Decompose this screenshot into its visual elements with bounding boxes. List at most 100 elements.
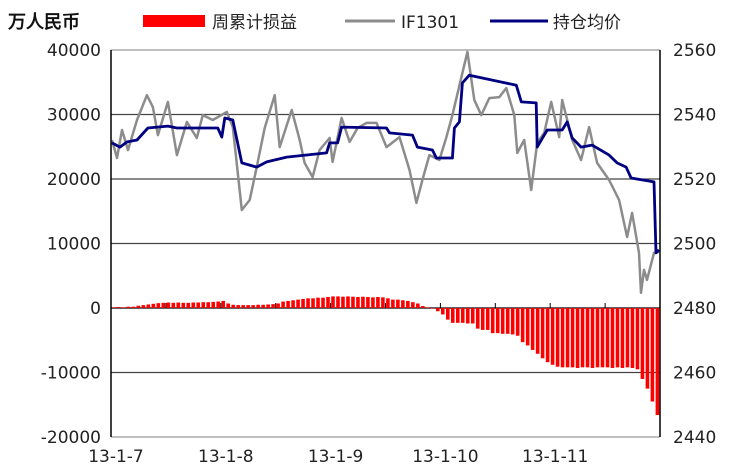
bar xyxy=(436,308,440,312)
bar xyxy=(341,296,345,308)
bar xyxy=(515,308,520,336)
bar xyxy=(356,297,360,308)
x-tick-label: 13-1-7 xyxy=(88,447,144,467)
bar xyxy=(625,308,630,368)
bar xyxy=(366,297,370,308)
unit-label: 万人民币 xyxy=(7,12,80,33)
bar xyxy=(186,302,191,308)
bar xyxy=(386,298,390,308)
bar xyxy=(266,304,270,308)
bar xyxy=(226,303,230,308)
bar xyxy=(156,303,161,308)
bar xyxy=(271,304,275,308)
bar xyxy=(361,296,365,308)
x-tick-label: 13-1-8 xyxy=(198,447,254,467)
bar xyxy=(141,305,146,308)
avg-price-line xyxy=(111,73,660,255)
y-right-tick-label: 2560 xyxy=(673,41,716,61)
bar xyxy=(470,308,475,324)
bar xyxy=(645,308,650,389)
bar xyxy=(336,296,340,308)
bar xyxy=(570,308,575,368)
bar xyxy=(371,297,375,308)
bar xyxy=(445,308,450,320)
bar xyxy=(261,304,265,308)
x-tick-label: 13-1-11 xyxy=(522,447,588,467)
bar xyxy=(640,308,645,379)
bar xyxy=(480,308,485,330)
bar xyxy=(550,308,555,365)
bar xyxy=(416,303,420,308)
bar xyxy=(406,300,410,308)
bar xyxy=(630,308,635,368)
bar xyxy=(510,308,515,335)
bar xyxy=(136,305,141,308)
legend-label-if1301: IF1301 xyxy=(401,13,459,33)
bar xyxy=(575,308,580,368)
bar xyxy=(635,308,640,370)
bar xyxy=(116,307,121,308)
bar xyxy=(545,308,550,363)
bar xyxy=(311,298,315,308)
bar xyxy=(490,308,495,334)
bar xyxy=(296,299,300,308)
y-right-tick-label: 2440 xyxy=(673,428,716,448)
bar xyxy=(121,307,126,308)
bar xyxy=(241,305,245,308)
bar xyxy=(316,297,320,308)
bar xyxy=(251,305,255,308)
bar xyxy=(191,302,196,308)
bar xyxy=(286,300,290,308)
bar xyxy=(441,308,445,315)
bar xyxy=(351,296,355,308)
bar xyxy=(455,308,460,323)
legend: 周累计损益 IF1301 持仓均价 xyxy=(143,13,621,33)
bar xyxy=(391,299,395,308)
bar xyxy=(346,296,350,308)
bar xyxy=(460,308,465,323)
bar xyxy=(151,303,156,308)
bar xyxy=(600,308,605,368)
bar xyxy=(560,308,565,368)
y-left-tick-label: 10000 xyxy=(47,235,101,255)
y-right-tick-label: 2500 xyxy=(673,235,716,255)
bar xyxy=(206,302,211,308)
y-left-tick-label: -20000 xyxy=(41,428,101,448)
legend-label-bars: 周累计损益 xyxy=(212,13,297,33)
bar xyxy=(530,308,535,350)
bar xyxy=(376,297,380,308)
bar xyxy=(585,308,590,368)
bar xyxy=(605,308,610,368)
bar xyxy=(450,308,455,323)
bar xyxy=(321,297,325,308)
bar xyxy=(615,308,620,368)
bar xyxy=(610,308,615,368)
y-left-tick-label: 30000 xyxy=(47,106,101,126)
bar xyxy=(301,298,305,308)
bar xyxy=(540,308,545,359)
bar xyxy=(495,308,500,334)
bar xyxy=(431,308,435,309)
x-tick-label: 13-1-10 xyxy=(412,447,478,467)
bar xyxy=(485,308,490,330)
bar xyxy=(231,304,235,308)
y-left-tick-label: 40000 xyxy=(47,41,101,61)
bar xyxy=(475,308,480,329)
bar xyxy=(500,308,505,334)
y-left-tick-label: 20000 xyxy=(47,170,101,190)
y-left-tick-label: -10000 xyxy=(41,364,101,384)
y-right-tick-label: 2460 xyxy=(673,364,716,384)
bar xyxy=(580,308,585,368)
legend-label-avg-price: 持仓均价 xyxy=(553,13,621,33)
bar xyxy=(171,302,176,308)
bar xyxy=(276,303,280,308)
bar xyxy=(211,301,216,308)
bar xyxy=(655,308,660,416)
y-left-tick-label: 0 xyxy=(90,299,101,319)
bar xyxy=(520,308,525,343)
bar xyxy=(166,302,171,308)
bar xyxy=(291,300,295,308)
bar xyxy=(525,308,530,346)
bar xyxy=(535,308,540,354)
